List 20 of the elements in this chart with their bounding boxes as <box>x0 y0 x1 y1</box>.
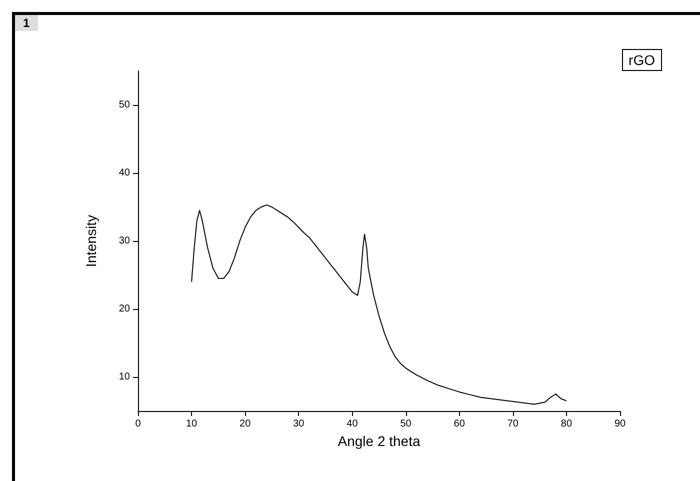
x-tick-label: 0 <box>135 418 142 430</box>
x-tick-label: 10 <box>186 418 198 430</box>
x-tick-label: 70 <box>507 418 519 430</box>
y-tick-label: 20 <box>118 304 130 314</box>
x-tick-label: 40 <box>346 418 358 430</box>
y-tick-label: 30 <box>118 236 130 246</box>
y-tick-label: 10 <box>118 372 130 382</box>
line-series <box>191 204 567 405</box>
x-axis-title: Angle 2 theta <box>338 432 420 449</box>
x-tick-label: 50 <box>400 418 412 430</box>
y-tick-label: 50 <box>118 100 130 110</box>
y-tick-label: 40 <box>118 168 130 178</box>
text: 1 <box>15 15 38 31</box>
text: rGO <box>622 49 662 71</box>
x-tick-label: 90 <box>614 418 626 430</box>
x-tick-label: 20 <box>240 418 252 430</box>
y-axis-title: Intensity <box>83 214 99 268</box>
x-tick-label: 30 <box>293 418 305 430</box>
x-tick-label: 60 <box>454 418 466 430</box>
x-tick-label: 80 <box>560 418 572 430</box>
